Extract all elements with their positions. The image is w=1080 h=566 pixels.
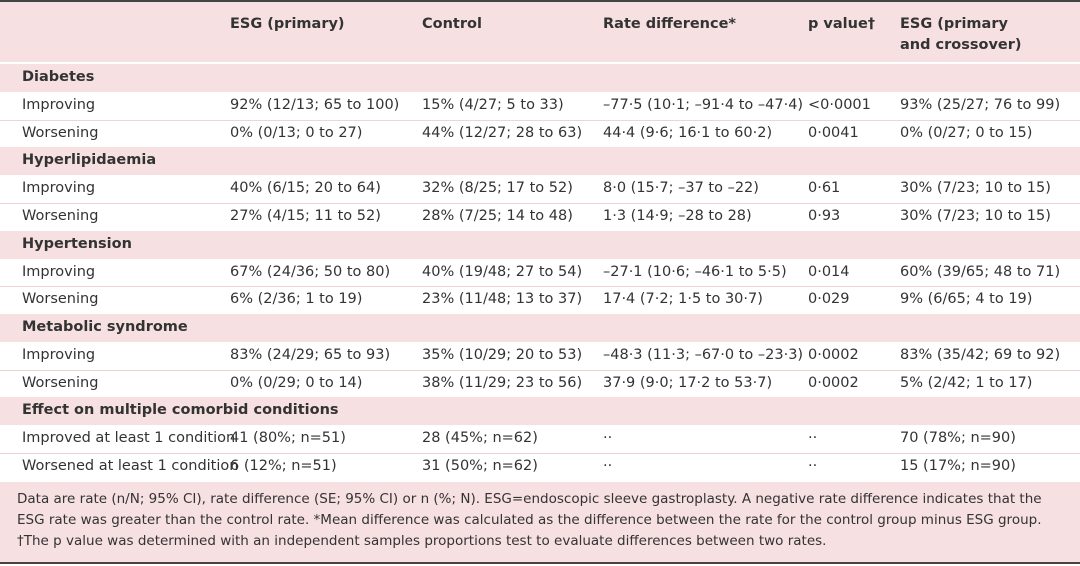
table-cell: 15 (17%; n=90) <box>900 457 1016 474</box>
table-cell: 8·0 (15·7; –37 to –22) <box>603 180 759 197</box>
table-cell: 17·4 (7·2; 1·5 to 30·7) <box>603 291 763 308</box>
column-header: ESG (primary and crossover) <box>900 16 1022 53</box>
row-label: Worsening <box>22 374 99 391</box>
section-band <box>0 230 1080 259</box>
row-label: Improving <box>22 97 96 113</box>
column-header: ESG (primary) <box>230 16 345 32</box>
table-cell: 93% (25/27; 76 to 99) <box>900 97 1061 113</box>
table-cell: 0·014 <box>808 263 850 280</box>
table-cell: 37·9 (9·0; 17·2 to 53·7) <box>603 374 773 391</box>
table-cell: 23% (11/48; 13 to 37) <box>422 291 583 308</box>
footnote-band <box>0 482 1080 562</box>
table-cell: ·· <box>808 430 818 447</box>
table-cell: 0% (0/29; 0 to 14) <box>230 374 363 391</box>
table-cell: 0% (0/13; 0 to 27) <box>230 124 363 141</box>
table-cell: 35% (10/29; 20 to 53) <box>422 346 583 363</box>
table-cell: 30% (7/23; 10 to 15) <box>900 207 1051 224</box>
table-cell: 38% (11/29; 23 to 56) <box>422 374 583 391</box>
table-cell: 0% (0/27; 0 to 15) <box>900 124 1033 141</box>
table-cell: –27·1 (10·6; –46·1 to 5·5) <box>603 263 787 280</box>
column-header: p value† <box>808 16 876 32</box>
row-divider <box>0 202 1080 204</box>
row-label: Worsened at least 1 condition <box>22 457 239 474</box>
footnote: Data are rate (n/N; 95% CI), rate differ… <box>17 491 1042 549</box>
table-cell: 83% (35/42; 69 to 92) <box>900 346 1061 363</box>
table-cell: 0·61 <box>808 180 841 197</box>
column-header: Control <box>422 16 482 32</box>
table-cell: 60% (39/65; 48 to 71) <box>900 263 1061 280</box>
table-cell: 83% (24/29; 65 to 93) <box>230 346 391 363</box>
table-cell: 28% (7/25; 14 to 48) <box>422 207 573 224</box>
section-title: Effect on multiple comorbid conditions <box>22 402 339 419</box>
table-cell: 67% (24/36; 50 to 80) <box>230 263 391 280</box>
section-title: Hypertension <box>22 235 132 252</box>
row-label: Improved at least 1 condition <box>22 430 236 447</box>
header-band <box>0 2 1080 62</box>
table-cell: 6% (2/36; 1 to 19) <box>230 291 363 308</box>
table-cell: –48·3 (11·3; –67·0 to –23·3) <box>603 346 804 363</box>
row-label: Worsening <box>22 124 99 141</box>
table-cell: 44% (12/27; 28 to 63) <box>422 124 583 141</box>
row-label: Improving <box>22 346 96 363</box>
table-cell: 0·0002 <box>808 346 859 363</box>
table-cell: 9% (6/65; 4 to 19) <box>900 291 1033 308</box>
table-cell: 31 (50%; n=62) <box>422 457 538 474</box>
table-cell: –77·5 (10·1; –91·4 to –47·4) <box>603 97 804 113</box>
table-cell: 92% (12/13; 65 to 100) <box>230 97 400 113</box>
table-cell: ·· <box>808 457 818 474</box>
table-cell: 0·93 <box>808 207 841 224</box>
row-label: Improving <box>22 263 96 280</box>
table-cell: 5% (2/42; 1 to 17) <box>900 374 1033 391</box>
section-band <box>0 64 1080 92</box>
column-header: Rate difference* <box>603 16 737 32</box>
table-cell: 70 (78%; n=90) <box>900 430 1016 447</box>
table-cell: 0·029 <box>808 291 850 308</box>
bottom-rule <box>0 562 1080 564</box>
table-cell: 0·0002 <box>808 374 859 391</box>
section-title: Hyperlipidaemia <box>22 152 157 169</box>
table-cell: 1·3 (14·9; –28 to 28) <box>603 207 752 224</box>
section-title: Metabolic syndrome <box>22 318 188 335</box>
table-cell: 30% (7/23; 10 to 15) <box>900 180 1051 197</box>
table-cell: ·· <box>603 457 613 474</box>
table-cell: 6 (12%; n=51) <box>230 457 337 474</box>
row-label: Improving <box>22 180 96 197</box>
row-divider <box>0 452 1080 454</box>
row-divider <box>0 119 1080 121</box>
row-label: Worsening <box>22 207 99 224</box>
section-title: Diabetes <box>22 69 95 85</box>
table-cell: 32% (8/25; 17 to 52) <box>422 180 573 197</box>
row-divider <box>0 369 1080 371</box>
table-cell: 0·0041 <box>808 124 859 141</box>
table-cell: 27% (4/15; 11 to 52) <box>230 207 381 224</box>
table-cell: ·· <box>603 430 613 447</box>
top-rule <box>0 0 1080 2</box>
table-cell: 28 (45%; n=62) <box>422 430 538 447</box>
table-cell: <0·0001 <box>808 97 871 113</box>
table-cell: 41 (80%; n=51) <box>230 430 346 447</box>
table-cell: 44·4 (9·6; 16·1 to 60·2) <box>603 124 773 141</box>
table-cell: 15% (4/27; 5 to 33) <box>422 97 564 113</box>
row-label: Worsening <box>22 291 99 308</box>
table-cell: 40% (19/48; 27 to 54) <box>422 263 583 280</box>
table-cell: 40% (6/15; 20 to 64) <box>230 180 381 197</box>
section-band <box>0 397 1080 426</box>
section-band <box>0 313 1080 342</box>
section-band <box>0 147 1080 176</box>
row-divider <box>0 286 1080 288</box>
